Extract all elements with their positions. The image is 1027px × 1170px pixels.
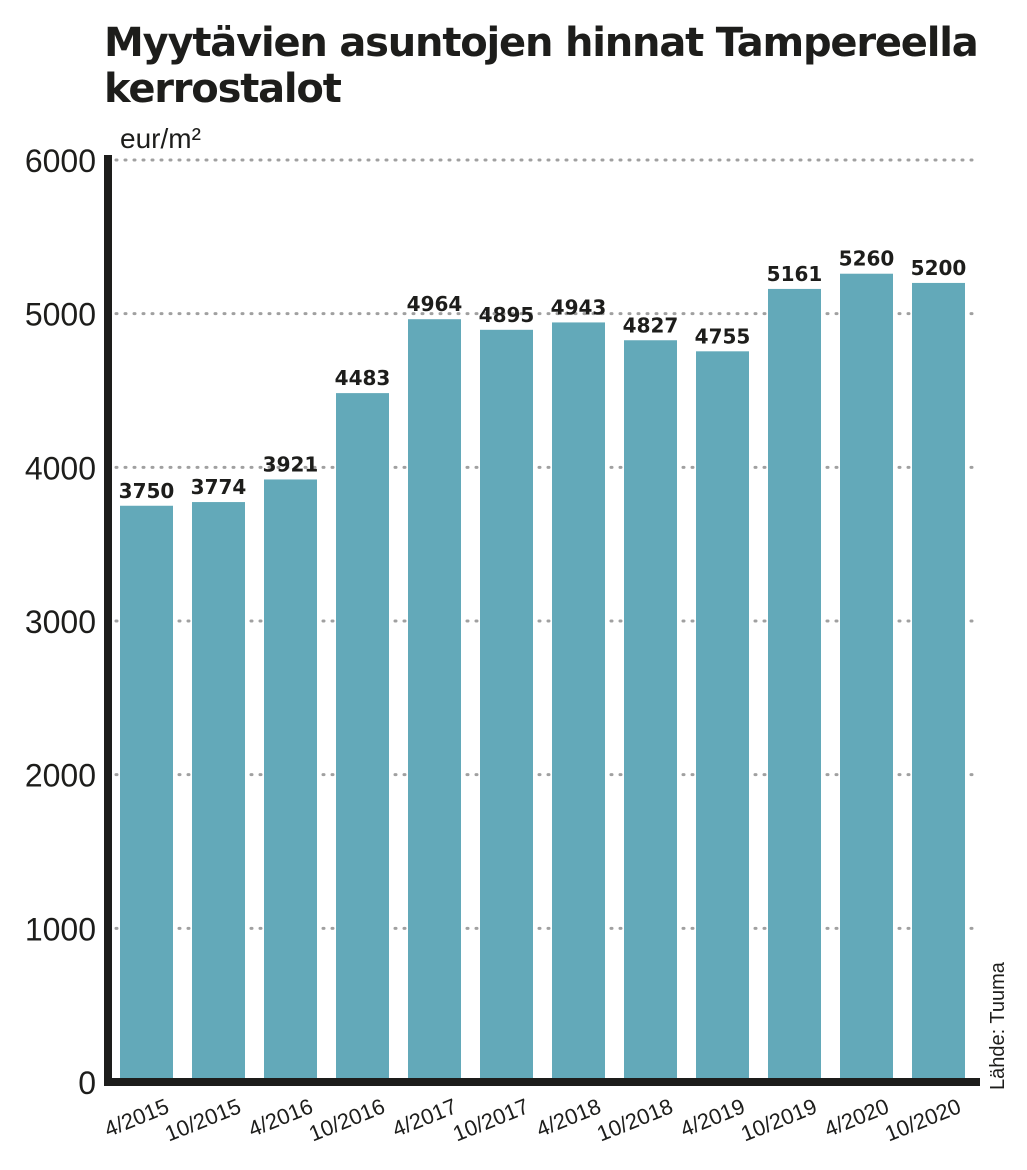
y-tick-label: 2000: [25, 758, 96, 794]
x-tick-label: 4/2020: [821, 1093, 893, 1141]
y-tick-label: 0: [78, 1065, 96, 1101]
source-note: Lähde: Tuuma: [987, 961, 1009, 1090]
x-tick-label: 10/2015: [161, 1093, 244, 1146]
data-label: 4943: [551, 295, 607, 319]
x-tick-label: 4/2015: [101, 1093, 173, 1141]
x-tick-label: 10/2017: [449, 1093, 532, 1146]
bar: [912, 282, 965, 1082]
data-label: 4895: [479, 303, 535, 327]
bar: [336, 393, 389, 1083]
y-tick-label: 5000: [25, 297, 96, 333]
bar: [408, 319, 461, 1082]
data-label: 3750: [119, 479, 175, 503]
x-tick-label: 4/2018: [533, 1093, 605, 1141]
x-tick-label: 10/2020: [881, 1093, 964, 1146]
x-tick-label: 10/2016: [305, 1093, 388, 1146]
data-labels: 3750 3774 3921 4483 4964 4895 4943 4827 4755 5161…: [119, 247, 967, 503]
data-label: 5161: [767, 262, 823, 286]
bar: [624, 340, 677, 1083]
data-label: 4755: [695, 324, 751, 348]
bar: [840, 273, 893, 1082]
data-label: 5260: [839, 247, 895, 271]
y-tick-label: 6000: [25, 143, 96, 179]
data-label: 5200: [911, 256, 967, 280]
data-label: 4483: [335, 366, 391, 390]
bar: [696, 351, 749, 1082]
data-label: 3921: [263, 452, 319, 476]
bar: [552, 322, 605, 1082]
y-tick-label: 4000: [25, 450, 96, 486]
y-tick-label: 1000: [25, 911, 96, 947]
chart-title: Myytävien asuntojen hinnat Tampereella: [104, 20, 979, 66]
x-tick-label: 4/2017: [389, 1093, 461, 1141]
bars: [120, 273, 965, 1083]
y-tick-label: 3000: [25, 604, 96, 640]
bar: [480, 329, 533, 1083]
data-label: 4964: [407, 292, 463, 316]
bar: [768, 288, 821, 1082]
bar: [264, 479, 317, 1082]
x-tick-label: 4/2019: [677, 1093, 749, 1141]
bar: [120, 505, 173, 1082]
gridlines: [114, 158, 978, 930]
y-axis-ticks: 0 1000 2000 3000 4000 5000 6000: [25, 143, 96, 1101]
chart-title-block: Myytävien asuntojen hinnat Tampereella k…: [104, 20, 1014, 112]
x-tick-label: 10/2018: [593, 1093, 676, 1146]
chart-subtitle: kerrostalot: [104, 66, 342, 112]
x-tick-label: 10/2019: [737, 1093, 820, 1146]
data-label: 3774: [191, 475, 247, 499]
y-axis-unit-label: eur/m²: [120, 123, 201, 154]
bar: [192, 502, 245, 1082]
x-tick-label: 4/2016: [245, 1093, 317, 1141]
data-label: 4827: [623, 313, 679, 337]
